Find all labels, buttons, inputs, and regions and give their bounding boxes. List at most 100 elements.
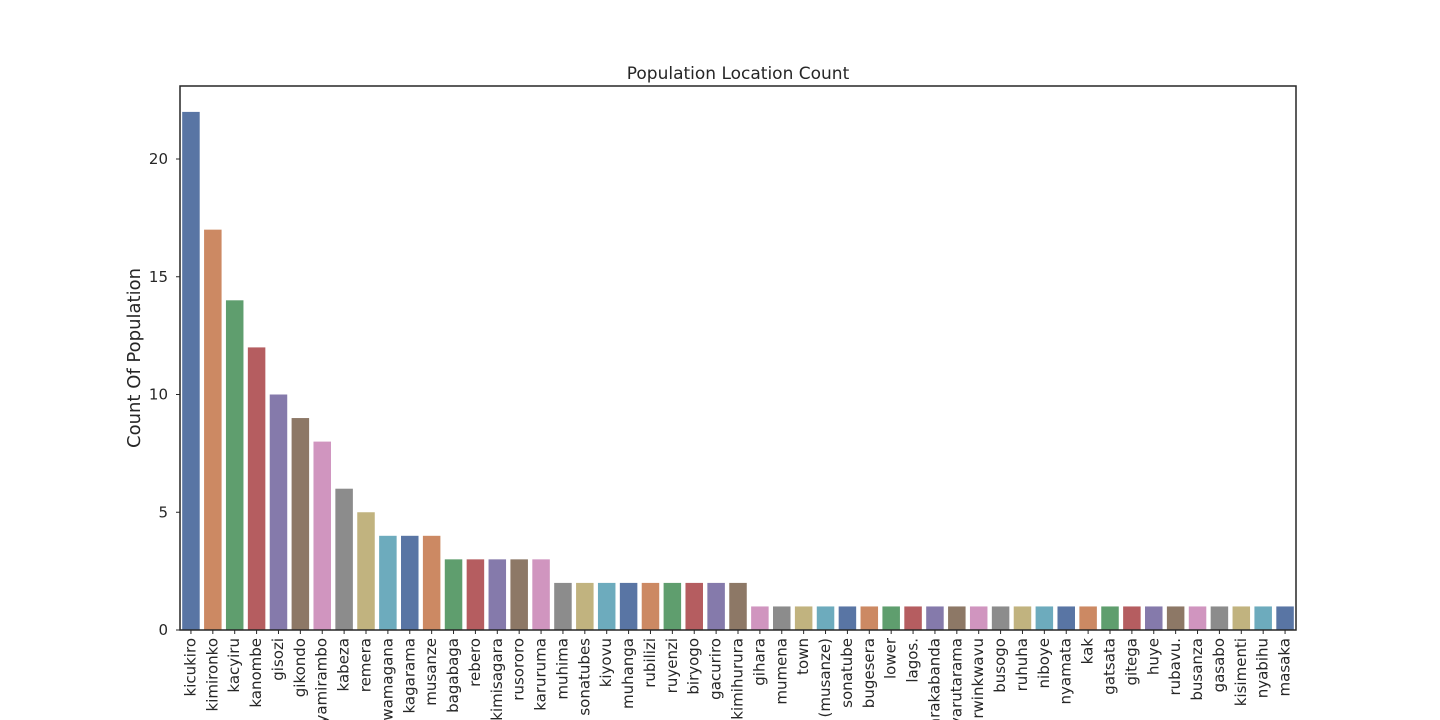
plot-frame	[179, 85, 1297, 631]
chart-title: Population Location Count	[627, 64, 850, 84]
x-tick-label: busogo	[991, 638, 1009, 693]
bar-nyamirambo	[313, 441, 331, 630]
bar-niboye	[1035, 606, 1054, 630]
x-tick-label: gihara	[750, 638, 768, 686]
x-tick-label: rubavu.	[1166, 638, 1184, 696]
bar-gasabo	[1210, 606, 1229, 630]
y-tick-label: 5	[158, 503, 168, 521]
x-tick-label: sonatubes	[575, 638, 593, 716]
bar-gacuriro	[707, 582, 725, 630]
x-tick-label: kak	[1079, 638, 1097, 665]
x-tick-label: biryogo	[685, 638, 703, 695]
y-axis-ticks: 0 5 10 15 20	[149, 150, 180, 639]
y-tick-label: 10	[149, 386, 168, 404]
bar-nyabihu	[1254, 606, 1272, 630]
x-tick-label: rebero	[466, 638, 484, 687]
x-tick-label: kisimenti	[1232, 638, 1250, 706]
bar-gatsata	[1101, 606, 1119, 630]
y-tick-label: 0	[158, 621, 168, 639]
bar-biryogo	[685, 582, 703, 630]
x-axis-ticks: kicukiro kimironko kacyiru kanombe gisozi gik…	[181, 630, 1294, 720]
bar-rwinkwavu	[969, 606, 988, 630]
x-tick-label: rwinkwavu	[969, 638, 987, 719]
bar-mumena	[773, 606, 791, 630]
x-tick-label: nyabihu	[1254, 638, 1272, 698]
bar-rebero	[466, 559, 485, 630]
x-tick-label: (musanze)	[816, 638, 834, 717]
x-tick-label: bugesera	[860, 638, 878, 708]
x-tick-label: kagarama	[400, 638, 418, 714]
x-tick-label: sonatube	[838, 638, 856, 708]
x-tick-label: musanze	[422, 638, 440, 706]
bar-kiyovu	[597, 582, 616, 630]
bar-gisozi	[269, 394, 288, 630]
bar-sonatube	[838, 606, 857, 630]
x-tick-label: nyarakabanda	[925, 638, 943, 720]
bar-rubavu	[1166, 606, 1185, 630]
bar-kanombe	[247, 347, 266, 630]
x-tick-label: kanombe	[247, 638, 265, 708]
bar-rusororo	[510, 559, 528, 630]
x-tick-label: mumena	[772, 638, 790, 705]
bar-musanze	[422, 535, 441, 630]
bar-gihara	[751, 606, 769, 630]
bar-nyarakabanda	[926, 606, 944, 630]
bar-bugesera	[860, 606, 879, 630]
x-tick-label: kacyiru	[225, 638, 243, 693]
y-tick-label: 15	[149, 268, 168, 286]
x-tick-label: gatsata	[1101, 638, 1119, 695]
bar-ruhuha	[1013, 606, 1032, 630]
bar-busogo	[991, 606, 1010, 630]
bar-gitega	[1123, 606, 1141, 630]
bar-masaka	[1276, 606, 1294, 630]
x-tick-label: rubilizi	[641, 638, 659, 688]
x-tick-label: kimironko	[203, 638, 221, 711]
bar-musanze	[816, 606, 835, 630]
x-tick-label: huye	[1144, 638, 1162, 675]
x-tick-label: lower	[882, 637, 900, 679]
bar-kimisagara	[488, 559, 507, 630]
x-tick-label: nyamirambo	[313, 638, 331, 720]
bar-town	[794, 606, 813, 630]
x-tick-label: nyamata	[1057, 638, 1075, 704]
bar-nyarutarama	[948, 606, 966, 630]
x-tick-label: kabeza	[335, 638, 353, 691]
bar-huye	[1145, 606, 1163, 630]
y-axis-label: Count Of Population	[124, 268, 145, 448]
x-tick-label: kimihurura	[729, 638, 747, 720]
bar-bagabaga	[444, 559, 463, 630]
bar-muhanga	[619, 582, 638, 630]
bar-kicukiro	[182, 111, 200, 630]
bar-rubilizi	[641, 582, 660, 630]
bar-kagarama	[401, 535, 419, 630]
x-tick-label: muhima	[553, 638, 571, 700]
x-tick-label: kicukiro	[181, 638, 199, 696]
x-tick-label: kiyovu	[597, 638, 615, 687]
x-tick-label: remera	[357, 638, 375, 692]
bar-sonatubes	[576, 582, 594, 630]
bar-lagos	[904, 606, 922, 630]
bar-gikondo	[291, 418, 310, 630]
bar-kak	[1079, 606, 1097, 630]
x-tick-label: kimisagara	[488, 638, 506, 720]
x-tick-label: masaka	[1276, 638, 1294, 696]
x-tick-label: bagabaga	[444, 638, 462, 713]
bar-kacyiru	[225, 300, 244, 630]
x-tick-label: rwamagana	[378, 638, 396, 720]
bar-rwamagana	[379, 535, 397, 630]
bar-karuruma	[532, 559, 550, 630]
x-tick-label: town	[794, 638, 812, 675]
x-tick-label: gasabo	[1210, 638, 1228, 692]
y-tick-label: 20	[149, 150, 168, 168]
bar-ruyenzi	[663, 582, 682, 630]
bar-lower	[882, 606, 900, 630]
x-tick-label: karuruma	[532, 638, 550, 711]
x-tick-label: gacuriro	[707, 638, 725, 700]
x-tick-label: gisozi	[269, 638, 287, 681]
x-tick-label: gitega	[1122, 638, 1140, 686]
bar-kimironko	[204, 229, 222, 630]
bar-kisimenti	[1232, 606, 1251, 630]
x-tick-label: muhanga	[619, 638, 637, 709]
bar-busanza	[1188, 606, 1207, 630]
